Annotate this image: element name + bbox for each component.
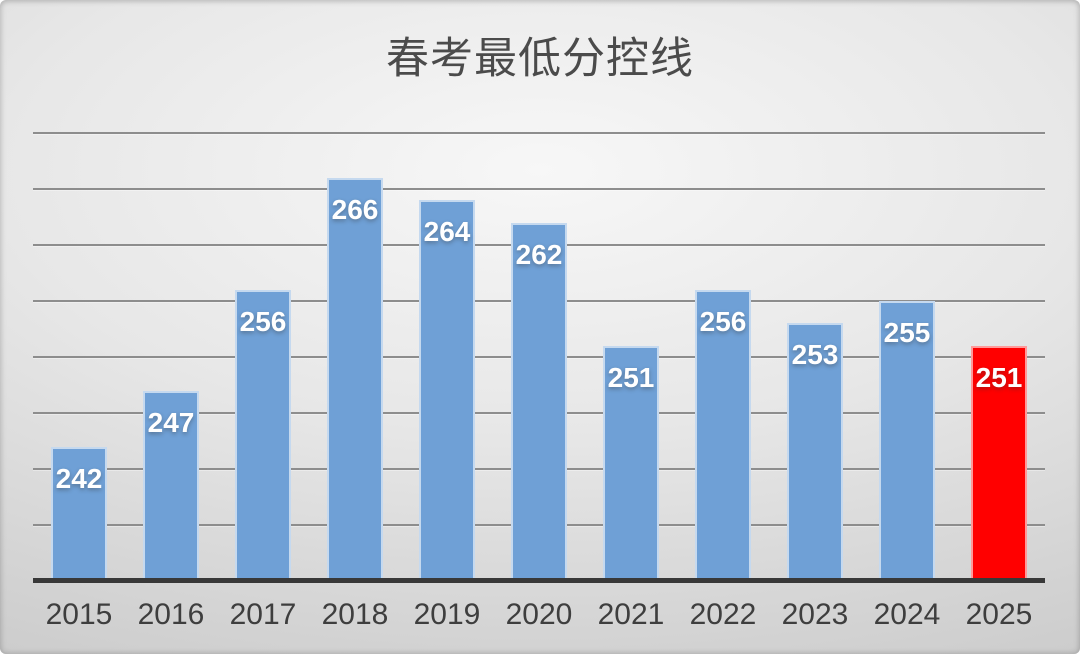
bar-2015: 242 (51, 446, 107, 581)
x-axis-labels: 2015 2016 2017 2018 2019 2020 2021 2022 2023 2024… (33, 598, 1045, 634)
gridline (33, 188, 1045, 190)
x-tick-label: 2025 (965, 598, 1033, 631)
x-tick-label: 2020 (505, 598, 573, 631)
gridline (33, 132, 1045, 134)
bar-2025: 251 (971, 345, 1027, 581)
x-tick-label: 2023 (781, 598, 849, 631)
bar-2016: 247 (143, 390, 199, 581)
bar-2020: 262 (511, 222, 567, 581)
bar-2022: 256 (695, 289, 751, 581)
x-tick-label: 2018 (321, 598, 389, 631)
bar-2019: 264 (419, 200, 475, 581)
bar-2018: 266 (327, 177, 383, 581)
bar-value-label: 251 (607, 361, 655, 393)
bar-value-label: 242 (55, 462, 103, 494)
bar-value-label: 255 (883, 317, 931, 348)
bar-2021: 251 (603, 345, 659, 581)
bar-2017: 256 (235, 289, 291, 581)
x-axis-line (33, 578, 1045, 583)
x-tick-label: 2015 (45, 598, 113, 631)
bar-value-label: 262 (515, 238, 563, 270)
x-tick-label: 2019 (413, 598, 481, 631)
x-tick-label: 2022 (689, 598, 757, 631)
bar-value-label: 253 (791, 339, 839, 371)
bar-value-label: 266 (331, 193, 379, 225)
x-tick-label: 2024 (873, 598, 941, 631)
bar-value-label: 264 (423, 216, 471, 248)
bar-value-label: 247 (147, 406, 195, 438)
bar-value-label: 251 (975, 361, 1023, 393)
plot-area: 242 247 256 266 264 262 251 256 253 255 251 (33, 132, 1045, 583)
bar-2024: 255 (879, 301, 935, 581)
bar-value-label: 256 (239, 305, 287, 337)
bar-2023: 253 (787, 323, 843, 581)
bar-value-label: 256 (699, 305, 747, 337)
x-tick-label: 2017 (229, 598, 297, 631)
chart-title: 春考最低分控线 (386, 35, 694, 83)
x-tick-label: 2016 (137, 598, 205, 631)
x-tick-label: 2021 (597, 598, 665, 631)
